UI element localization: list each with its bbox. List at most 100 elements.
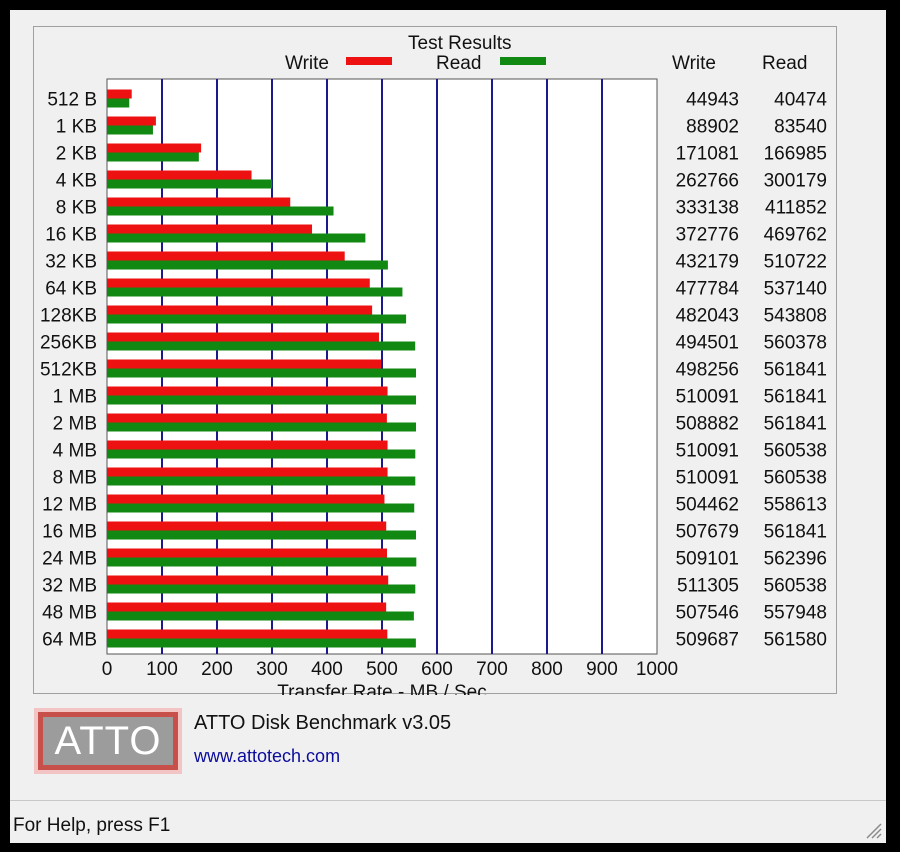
category-label: 128KB [40, 306, 97, 327]
write-value: 262766 [676, 171, 739, 192]
write-bar [107, 440, 388, 450]
read-bar [107, 260, 388, 270]
group-title: Test Results [402, 33, 518, 55]
read-bar [107, 341, 416, 351]
read-value: 557948 [764, 603, 827, 624]
write-value: 507546 [676, 603, 739, 624]
write-bar [107, 224, 313, 234]
status-text: For Help, press F1 [13, 815, 171, 836]
x-tick-label: 700 [476, 659, 508, 680]
website-link[interactable]: www.attotech.com [194, 746, 341, 766]
write-value: 507679 [676, 522, 739, 543]
write-bar [107, 521, 387, 531]
read-value: 558613 [764, 495, 827, 516]
read-bar [107, 206, 334, 216]
read-bar [107, 449, 416, 459]
write-bar [107, 602, 387, 612]
read-value: 561580 [764, 630, 827, 651]
test-results-group: Test Results 0 100 200 300 400 500 600 700 800 90… [33, 26, 837, 695]
read-value: 560538 [764, 468, 827, 489]
table-header-read: Read [762, 53, 807, 74]
read-bar [107, 395, 417, 405]
read-value: 537140 [764, 279, 827, 300]
read-value: 469762 [764, 225, 827, 246]
category-label: 48 MB [42, 603, 97, 624]
write-value: 508882 [676, 414, 739, 435]
resize-grip-icon[interactable] [864, 821, 882, 839]
category-label: 512 B [47, 90, 97, 111]
legend-swatch-read [500, 57, 546, 65]
write-bar [107, 413, 387, 423]
read-value: 561841 [764, 360, 827, 381]
category-label: 64 KB [45, 279, 97, 300]
legend-label-write: Write [285, 53, 329, 74]
read-bar [107, 611, 414, 621]
write-value: 494501 [676, 333, 739, 354]
read-bar [107, 584, 416, 594]
read-value: 543808 [764, 306, 827, 327]
write-value: 171081 [676, 144, 739, 165]
write-bar [107, 467, 388, 477]
category-label: 8 MB [53, 468, 97, 489]
read-value: 560378 [764, 333, 827, 354]
category-label: 64 MB [42, 630, 97, 651]
logo-text: ATTO [43, 717, 173, 765]
write-value: 44943 [686, 90, 739, 111]
category-label: 16 MB [42, 522, 97, 543]
app-name: ATTO Disk Benchmark v3.05 [194, 712, 452, 734]
write-bar [107, 116, 156, 126]
category-label: 2 MB [53, 414, 97, 435]
read-bar [107, 503, 415, 513]
write-bar [107, 332, 379, 342]
x-tick-label: 300 [256, 659, 288, 680]
read-value: 166985 [764, 144, 827, 165]
read-value: 40474 [774, 90, 827, 111]
read-bar [107, 530, 417, 540]
read-value: 560538 [764, 441, 827, 462]
x-tick-label: 200 [201, 659, 233, 680]
read-bar [107, 557, 417, 567]
read-bar [107, 476, 416, 486]
write-bar [107, 89, 132, 99]
x-tick-label: 0 [102, 659, 113, 680]
write-value: 509687 [676, 630, 739, 651]
write-bar [107, 629, 388, 639]
results-chart: 0 100 200 300 400 500 600 700 800 900 1000 Transfer… [40, 53, 827, 695]
read-value: 562396 [764, 549, 827, 570]
read-bar [107, 98, 130, 108]
write-value: 333138 [676, 198, 739, 219]
write-bar [107, 170, 252, 180]
write-bar [107, 359, 382, 369]
write-bar [107, 143, 202, 153]
read-value: 561841 [764, 522, 827, 543]
category-label: 12 MB [42, 495, 97, 516]
write-bar [107, 494, 385, 504]
read-value: 510722 [764, 252, 827, 273]
category-label: 256KB [40, 333, 97, 354]
x-tick-label: 1000 [636, 659, 678, 680]
logo-frame: ATTO [38, 712, 178, 770]
write-bar [107, 575, 389, 585]
read-value: 300179 [764, 171, 827, 192]
read-value: 561841 [764, 414, 827, 435]
write-value: 510091 [676, 387, 739, 408]
x-tick-label: 400 [311, 659, 343, 680]
category-label: 1 KB [56, 117, 97, 138]
write-bar [107, 305, 373, 315]
write-bar [107, 251, 345, 261]
x-tick-label: 100 [146, 659, 178, 680]
x-tick-label: 800 [531, 659, 563, 680]
read-bar [107, 422, 417, 432]
write-value: 511305 [677, 576, 739, 597]
read-bar [107, 179, 273, 189]
write-value: 510091 [676, 468, 739, 489]
write-value: 504462 [676, 495, 739, 516]
read-bar [107, 152, 199, 162]
x-axis-label: Transfer Rate - MB / Sec [277, 682, 486, 695]
category-label: 4 MB [53, 441, 97, 462]
category-label: 1 MB [53, 387, 97, 408]
write-bar [107, 548, 388, 558]
read-bar [107, 233, 366, 243]
write-value: 88902 [686, 117, 739, 138]
read-bar [107, 368, 417, 378]
